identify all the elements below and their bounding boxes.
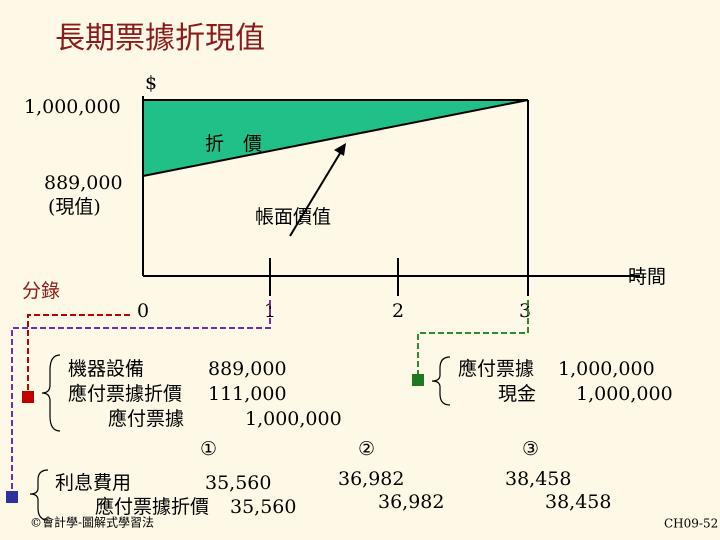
account: 機器設備 [68,358,144,380]
amount: 38,458 [545,491,611,513]
account: 應付票據折價 [68,382,182,405]
marker-label: ② [358,438,375,460]
carrying-line [142,99,529,177]
period: 2 [392,300,404,322]
carrying-label: 帳面價值 [255,206,331,228]
arrow-head [334,143,346,156]
entries-label: 分錄 [22,280,60,302]
red-marker [22,391,34,403]
period: 0 [137,300,149,322]
amount: 35,560 [230,496,296,518]
title: 長期票據折現值 [55,21,265,56]
arrow [289,149,343,237]
x-label: 時間 [628,266,666,288]
y-unit: $ [145,72,157,94]
brace [431,356,451,406]
account: 應付票據 [108,407,184,430]
account: 應付票據折價 [95,495,209,518]
footer-right: CH09-52 [664,517,718,531]
footer-left: ©會計學-圖解式學習法 [30,515,154,530]
amount: 889,000 [208,358,287,380]
purple-marker [6,491,18,503]
y-pv: 889,000 [44,172,123,194]
green-marker [412,374,424,386]
red-connector [27,314,130,392]
purple-connector [11,300,271,492]
account: 應付票據 [458,357,534,380]
amount: 36,982 [338,468,404,490]
amount: 1,000,000 [576,383,673,405]
amount: 38,458 [505,468,571,490]
account: 利息費用 [55,472,131,494]
amount: 1,000,000 [558,358,655,380]
pv-note: (現值) [48,196,101,218]
amount: 35,560 [205,472,271,494]
account: 現金 [498,383,536,405]
amount: 36,982 [378,491,444,513]
period: 3 [519,300,531,322]
marker-label: ③ [522,438,539,460]
amount: 111,000 [208,383,287,405]
brace [29,469,49,521]
discount-label: 折 價 [205,133,262,155]
y-top: 1,000,000 [24,96,121,118]
brace [41,354,61,432]
green-connector [417,300,529,374]
amount: 1,000,000 [245,408,342,430]
marker-label: ① [200,438,217,460]
